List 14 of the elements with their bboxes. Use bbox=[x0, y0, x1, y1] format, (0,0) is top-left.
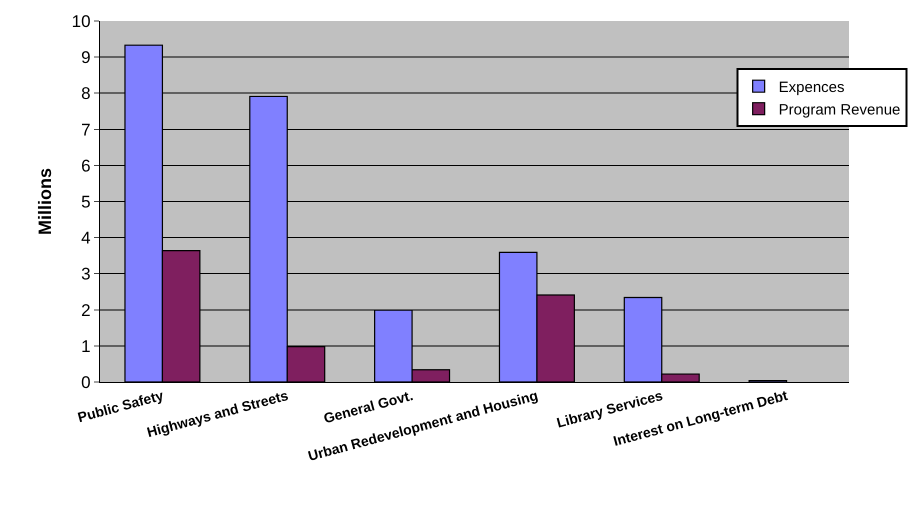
y-tick-label: 0 bbox=[81, 372, 91, 392]
y-tick-label: 8 bbox=[81, 84, 91, 104]
y-tick-label: 5 bbox=[81, 192, 91, 212]
y-tick-label: 6 bbox=[81, 156, 91, 176]
y-tick-label: 1 bbox=[81, 336, 91, 356]
y-tick-label: 7 bbox=[81, 120, 91, 140]
y-tick-label: 9 bbox=[81, 48, 91, 68]
y-tick-label: 2 bbox=[81, 300, 91, 320]
legend-label: Expences bbox=[778, 79, 845, 96]
y-axis-title: Millions bbox=[34, 168, 55, 235]
legend-label: Program Revenue bbox=[778, 102, 900, 119]
y-tick-label: 4 bbox=[81, 228, 91, 248]
y-tick-label: 3 bbox=[81, 264, 91, 284]
y-tick-label: 10 bbox=[72, 12, 91, 31]
